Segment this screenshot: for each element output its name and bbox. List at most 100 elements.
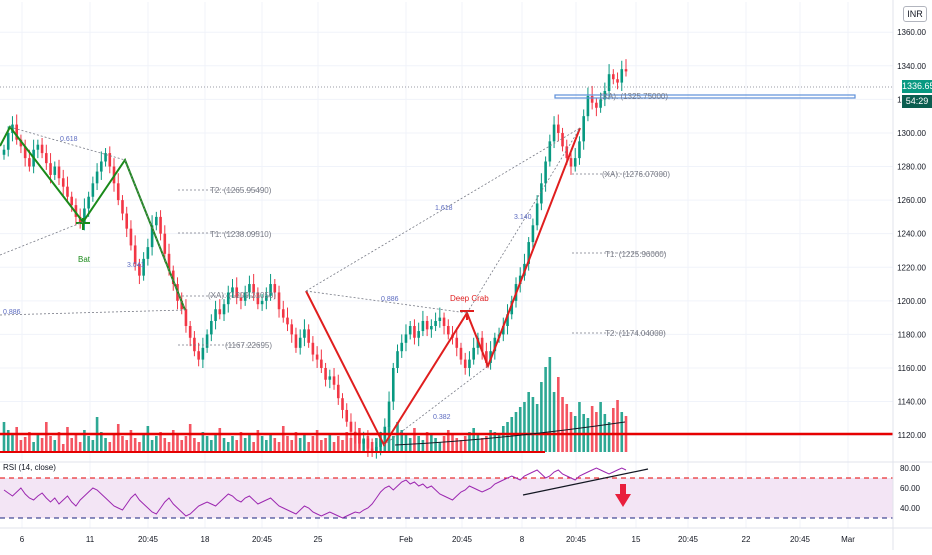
x-tick-label: 25 <box>314 535 323 544</box>
candle-body <box>336 384 340 399</box>
crab-xb-dotted <box>305 290 468 314</box>
volume-bar <box>252 442 255 452</box>
volume-bar <box>15 427 18 452</box>
volume-bar <box>87 436 90 452</box>
candle-body <box>345 409 349 422</box>
resistance-box <box>554 94 856 99</box>
volume-bar <box>23 437 27 452</box>
volume-bar <box>387 426 391 452</box>
candle-body <box>210 320 213 335</box>
candle-body <box>320 359 323 368</box>
candle-body <box>599 99 602 108</box>
candle-body <box>408 326 412 335</box>
candle-body <box>159 216 162 234</box>
candle-body <box>413 326 416 338</box>
volume-bar <box>561 397 564 452</box>
volume-bar <box>57 432 61 452</box>
candles <box>2 59 628 459</box>
volume-bar <box>290 440 294 452</box>
candle-body <box>70 196 74 206</box>
candle-body <box>527 242 530 264</box>
volume-bar <box>74 434 78 452</box>
candle-body <box>19 139 23 147</box>
candle-body <box>108 153 112 167</box>
candle-body <box>218 309 222 315</box>
volume-bar <box>535 404 539 452</box>
candle-body <box>607 74 611 91</box>
candle-body <box>104 153 107 162</box>
candle-body <box>66 186 69 197</box>
volume-bar <box>607 422 611 452</box>
volume-bar <box>210 440 213 452</box>
candle-body <box>91 183 95 197</box>
candle-body <box>256 292 260 305</box>
candle-body <box>155 216 158 226</box>
volume-bar <box>176 434 179 452</box>
volume-bar <box>345 432 349 452</box>
volume-bar <box>391 436 395 452</box>
x-tick-label: 8 <box>520 535 525 544</box>
label-bat-t2: T2: (1265.95490) <box>210 186 272 195</box>
volume-bar <box>599 402 602 452</box>
down-arrow-icon <box>615 484 631 507</box>
candle-body <box>480 337 484 352</box>
candle-body <box>184 309 188 327</box>
crab-pattern-line <box>305 127 581 448</box>
candle-body <box>133 245 137 264</box>
volume-bar <box>455 438 459 452</box>
candle-body <box>387 401 391 427</box>
volume-bar <box>332 442 336 452</box>
volume-bar <box>569 412 573 452</box>
candle-body <box>129 228 133 246</box>
volume-bar <box>468 432 471 452</box>
bat-xd-dotted <box>0 309 186 316</box>
y-tick-label: 1340.00 <box>897 62 926 71</box>
volume-bar <box>438 442 442 452</box>
y-tick-label: 1200.00 <box>897 297 926 306</box>
candle-body <box>226 292 230 305</box>
y-tick-label: 1160.00 <box>898 364 927 373</box>
candle-body <box>171 270 175 285</box>
candle-body <box>400 342 404 352</box>
crab-bd-dotted <box>466 127 581 314</box>
volume-bar <box>180 440 184 452</box>
volume-bar <box>489 430 492 452</box>
candle-body <box>328 376 332 380</box>
label-ratio-3041: 3.041 <box>127 262 145 269</box>
volume-bar <box>506 422 509 452</box>
harmonic-drawings <box>0 86 893 453</box>
y-tick-label: 1140.00 <box>898 398 927 407</box>
volume-bar <box>28 432 31 452</box>
candle-body <box>260 300 264 305</box>
candle-body <box>180 300 184 310</box>
volume-bar <box>201 432 205 452</box>
volume-bar <box>112 434 116 452</box>
volume-bar <box>70 438 74 452</box>
currency-badge[interactable]: INR <box>903 6 927 22</box>
candle-body <box>565 146 569 159</box>
candle-body <box>315 354 319 360</box>
candle-body <box>201 347 205 360</box>
label-ratio-3140: 3.140 <box>514 214 532 221</box>
candle-body <box>510 300 514 315</box>
volume-bar <box>298 438 302 452</box>
candle-body <box>582 116 585 142</box>
candle-body <box>506 314 509 327</box>
volume-bar <box>324 438 327 452</box>
candle-body <box>248 284 251 293</box>
candle-body <box>307 329 310 343</box>
bat-xb-dotted <box>9 126 126 161</box>
x-tick-label: 15 <box>632 535 641 544</box>
label-crab-t1: T1: (1225.96000) <box>605 250 667 259</box>
candle-body <box>438 317 442 321</box>
candle-body <box>193 337 196 352</box>
y-tick-label: 1120.00 <box>898 431 927 440</box>
volume-bar <box>307 442 310 452</box>
candle-body <box>290 324 294 335</box>
volume-bar <box>565 404 569 452</box>
candle-body <box>87 196 90 209</box>
candle-body <box>349 421 353 432</box>
volume-bar <box>235 440 239 452</box>
